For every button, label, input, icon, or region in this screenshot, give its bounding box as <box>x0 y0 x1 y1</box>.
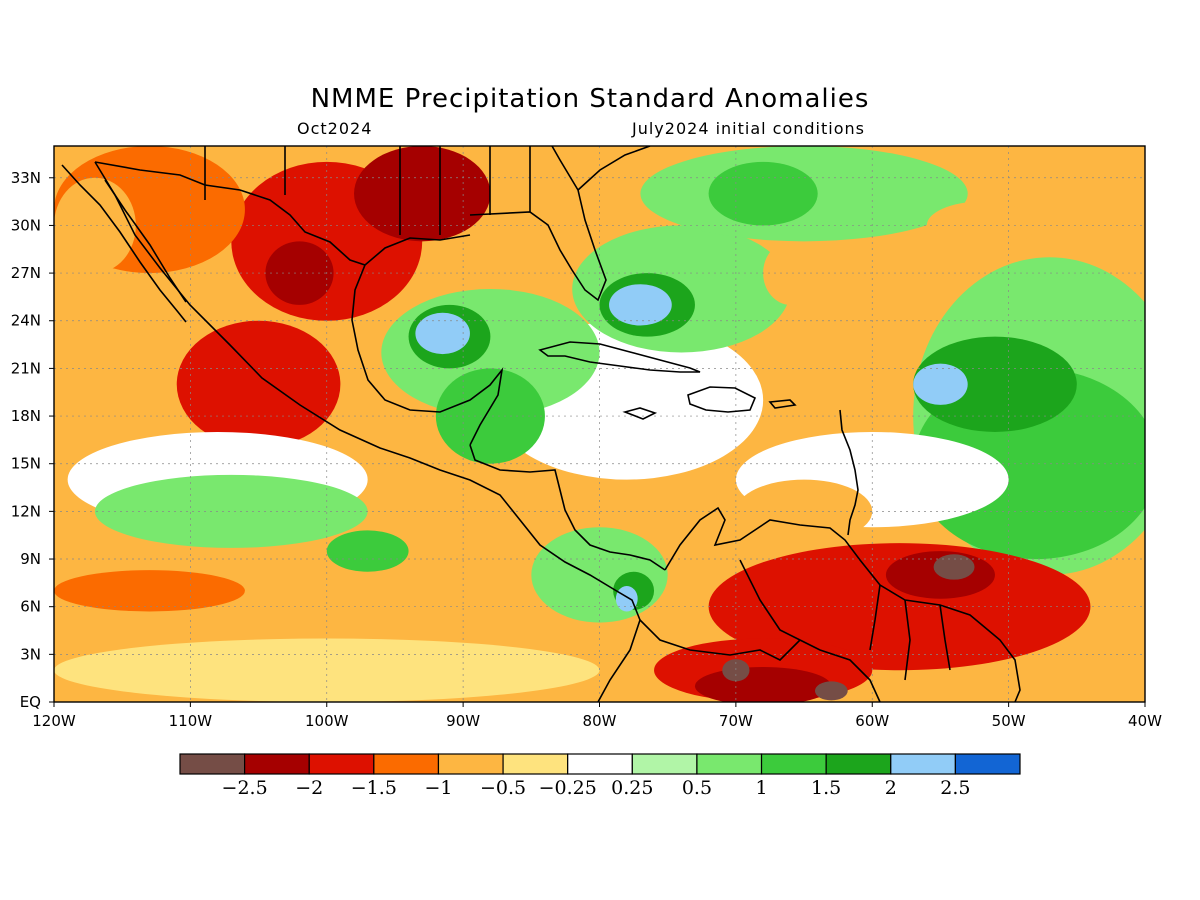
latitude-axis: 33N 30N 27N 24N 21N 18N 15N 12N 9N 6N 3N EQ <box>11 169 54 711</box>
lon-label: 120W <box>32 712 76 730</box>
longitude-axis: 120W 110W 100W 90W 80W 70W 60W 50W 40W <box>32 702 1162 730</box>
coastlines <box>61 146 1021 702</box>
colorbar-swatch <box>244 753 310 775</box>
colorbar-label: −1.5 <box>351 777 397 799</box>
anomaly-region-37 <box>722 659 750 682</box>
colorbar-label: −2 <box>295 777 323 799</box>
cuba <box>538 341 701 373</box>
colorbar-swatch <box>437 753 504 775</box>
baja-california <box>61 164 187 323</box>
colorbar-swatch <box>502 753 569 775</box>
anomaly-region-18 <box>609 284 672 326</box>
colorbar-label: 2 <box>885 777 897 799</box>
gridlines <box>54 146 1145 702</box>
hispaniola <box>687 386 757 413</box>
lat-label: 30N <box>11 216 41 234</box>
lat-label: 21N <box>11 359 41 377</box>
lat-label: 15N <box>11 455 41 473</box>
lat-label: 9N <box>20 550 41 568</box>
forecast-month: Oct2024 <box>297 119 373 138</box>
lon-label: 60W <box>855 712 889 730</box>
lat-label: EQ <box>20 693 41 711</box>
colorbar-swatch <box>890 753 956 775</box>
lon-label: 90W <box>446 712 480 730</box>
gulf-coast <box>351 234 504 446</box>
mexico-pacific-coast <box>94 161 641 702</box>
lon-label: 70W <box>719 712 753 730</box>
anomaly-region-38 <box>814 681 848 701</box>
anomaly-region-36 <box>694 667 832 702</box>
colorbar-swatch <box>373 753 440 775</box>
anomaly-region-9 <box>54 570 245 612</box>
puerto-rico <box>768 399 797 409</box>
plot-area <box>54 146 1145 702</box>
anomaly-regions <box>54 146 1145 702</box>
colorbar-label: −2.5 <box>222 777 268 799</box>
colorbar-swatch <box>567 753 633 775</box>
lat-label: 18N <box>11 407 41 425</box>
lon-label: 100W <box>305 712 349 730</box>
lat-label: 33N <box>11 169 41 187</box>
lon-label: 80W <box>583 712 617 730</box>
anomaly-region-5 <box>54 177 136 274</box>
colorbar-label: −1 <box>424 777 452 799</box>
colorbar-swatch <box>179 753 246 775</box>
lon-label: 110W <box>169 712 213 730</box>
lon-label: 50W <box>992 712 1026 730</box>
lat-label: 24N <box>11 312 41 330</box>
lat-label: 27N <box>11 264 41 282</box>
anomaly-region-3 <box>176 320 341 448</box>
colorbar-label: −0.25 <box>539 777 597 799</box>
colorbar-label: 1 <box>755 777 767 799</box>
colorbar-swatch <box>954 753 1021 775</box>
colorbar-label: 1.5 <box>811 777 841 799</box>
south-america-coast <box>664 506 1021 702</box>
anomaly-region-1 <box>354 146 491 242</box>
colorbar-label: 0.5 <box>682 777 712 799</box>
anomaly-region-27 <box>913 363 968 405</box>
anomaly-region-23 <box>708 161 818 226</box>
anomaly-region-2 <box>265 241 334 305</box>
colorbar-swatch <box>631 753 698 775</box>
colorbar: −2.5 −2 −1.5 −1 −0.5 −0.25 0.25 0.5 1 1.5 2 2.5 <box>179 753 1021 799</box>
us-southeast-coast <box>577 146 651 191</box>
us-mexico-border <box>94 161 366 266</box>
jamaica <box>622 407 658 420</box>
anomaly-region-28 <box>763 241 818 305</box>
anomaly-region-32 <box>708 543 1091 671</box>
anomaly-region-26 <box>913 336 1077 432</box>
anomaly-region-21 <box>615 586 638 612</box>
anomaly-region-8 <box>326 530 409 572</box>
lat-label: 3N <box>20 645 41 663</box>
initial-conditions: July2024 initial conditions <box>632 119 865 138</box>
central-america-caribbean <box>469 444 666 571</box>
south-america-borders <box>639 559 951 702</box>
anomaly-region-34 <box>933 554 975 580</box>
lat-label: 12N <box>11 502 41 520</box>
anomaly-region-15 <box>415 312 470 355</box>
anomaly-region-7 <box>94 474 368 548</box>
colorbar-swatch <box>308 753 375 775</box>
colorbar-swatch <box>760 753 827 775</box>
colorbar-swatch <box>696 753 763 775</box>
colorbar-label: 0.25 <box>611 777 653 799</box>
colorbar-swatch <box>825 753 892 775</box>
lesser-antilles <box>839 409 859 536</box>
colorbar-label: −0.5 <box>480 777 526 799</box>
lon-label: 40W <box>1128 712 1162 730</box>
colorbar-label: 2.5 <box>940 777 970 799</box>
us-state-lines <box>204 146 531 235</box>
map-title: NMME Precipitation Standard Anomalies <box>310 84 870 114</box>
lat-label: 6N <box>20 598 41 616</box>
